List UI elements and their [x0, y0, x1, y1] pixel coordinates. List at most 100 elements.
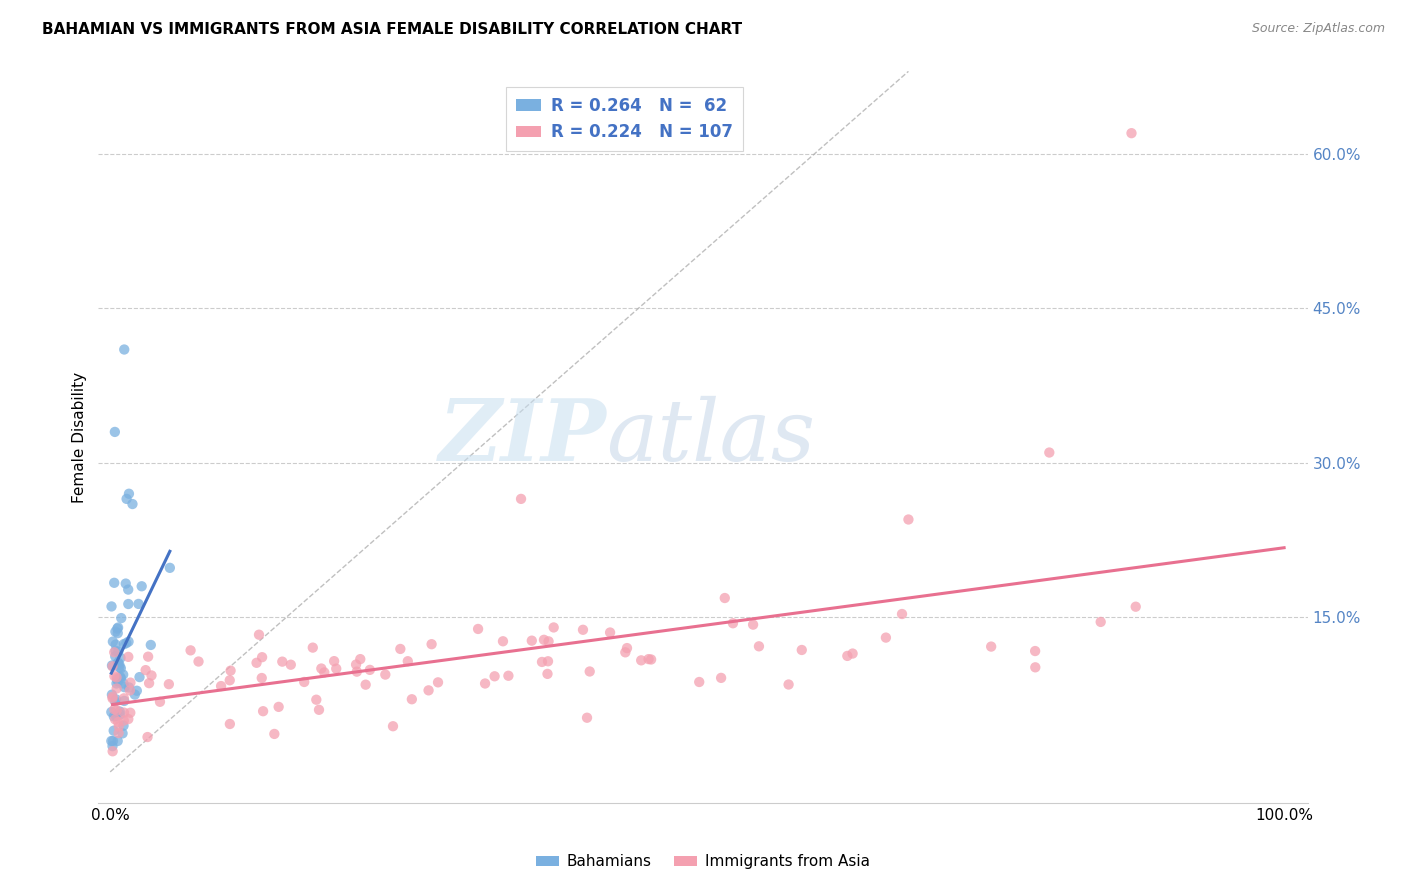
Point [1038, 445, 1060, 459]
Point [614, 645, 637, 659]
Point [841, 647, 863, 661]
Point [108, 660, 131, 674]
Point [135, 663, 157, 677]
Point [110, 670, 132, 684]
Point [101, 659, 124, 673]
Point [124, 688, 146, 702]
Point [101, 744, 124, 758]
Point [110, 671, 132, 685]
Point [141, 668, 163, 682]
Point [537, 634, 560, 648]
Point [110, 651, 132, 665]
Point [382, 719, 405, 733]
Text: Source: ZipAtlas.com: Source: ZipAtlas.com [1251, 22, 1385, 36]
Point [305, 692, 328, 706]
Point [117, 582, 139, 597]
Point [118, 487, 141, 501]
Point [263, 727, 285, 741]
Point [710, 671, 733, 685]
Point [219, 664, 242, 678]
Point [250, 671, 273, 685]
Point [323, 654, 346, 668]
Point [271, 655, 294, 669]
Point [637, 652, 659, 666]
Point [104, 624, 127, 639]
Point [510, 491, 533, 506]
Y-axis label: Female Disability: Female Disability [72, 371, 87, 503]
Point [344, 657, 367, 672]
Point [139, 638, 162, 652]
Point [103, 709, 125, 723]
Point [117, 649, 139, 664]
Point [117, 712, 139, 726]
Point [187, 655, 209, 669]
Point [1121, 126, 1143, 140]
Point [292, 675, 315, 690]
Point [112, 676, 135, 690]
Point [101, 739, 124, 753]
Point [105, 672, 128, 686]
Point [103, 702, 125, 716]
Point [418, 683, 440, 698]
Point [713, 591, 735, 605]
Point [120, 706, 142, 720]
Point [104, 638, 127, 652]
Point [578, 665, 600, 679]
Point [103, 669, 125, 683]
Point [107, 621, 129, 635]
Point [112, 714, 135, 728]
Point [250, 650, 273, 665]
Point [105, 670, 128, 684]
Point [247, 628, 270, 642]
Point [748, 640, 770, 654]
Point [325, 662, 347, 676]
Point [104, 649, 127, 664]
Point [572, 623, 595, 637]
Point [101, 634, 124, 648]
Point [1125, 599, 1147, 614]
Point [520, 633, 543, 648]
Point [245, 656, 267, 670]
Point [149, 695, 172, 709]
Point [112, 680, 135, 694]
Point [180, 643, 202, 657]
Point [112, 343, 135, 357]
Point [159, 561, 181, 575]
Point [112, 719, 135, 733]
Legend: Bahamians, Immigrants from Asia: Bahamians, Immigrants from Asia [530, 848, 876, 875]
Point [110, 611, 132, 625]
Point [616, 641, 638, 656]
Point [308, 703, 330, 717]
Point [104, 425, 127, 439]
Point [108, 657, 131, 672]
Point [354, 678, 377, 692]
Point [108, 705, 131, 719]
Point [630, 653, 652, 667]
Point [427, 675, 450, 690]
Point [837, 648, 859, 663]
Point [533, 632, 555, 647]
Point [1024, 644, 1046, 658]
Point [104, 712, 127, 726]
Point [721, 616, 744, 631]
Point [396, 654, 419, 668]
Point [157, 677, 180, 691]
Point [107, 734, 129, 748]
Point [111, 726, 134, 740]
Point [108, 707, 131, 722]
Point [125, 683, 148, 698]
Point [107, 674, 129, 689]
Point [790, 643, 813, 657]
Point [105, 676, 128, 690]
Point [536, 666, 558, 681]
Point [599, 625, 621, 640]
Point [778, 677, 800, 691]
Point [103, 723, 125, 738]
Point [484, 669, 506, 683]
Point [401, 692, 423, 706]
Point [136, 730, 159, 744]
Point [131, 579, 153, 593]
Point [359, 663, 381, 677]
Point [537, 654, 560, 668]
Point [530, 655, 553, 669]
